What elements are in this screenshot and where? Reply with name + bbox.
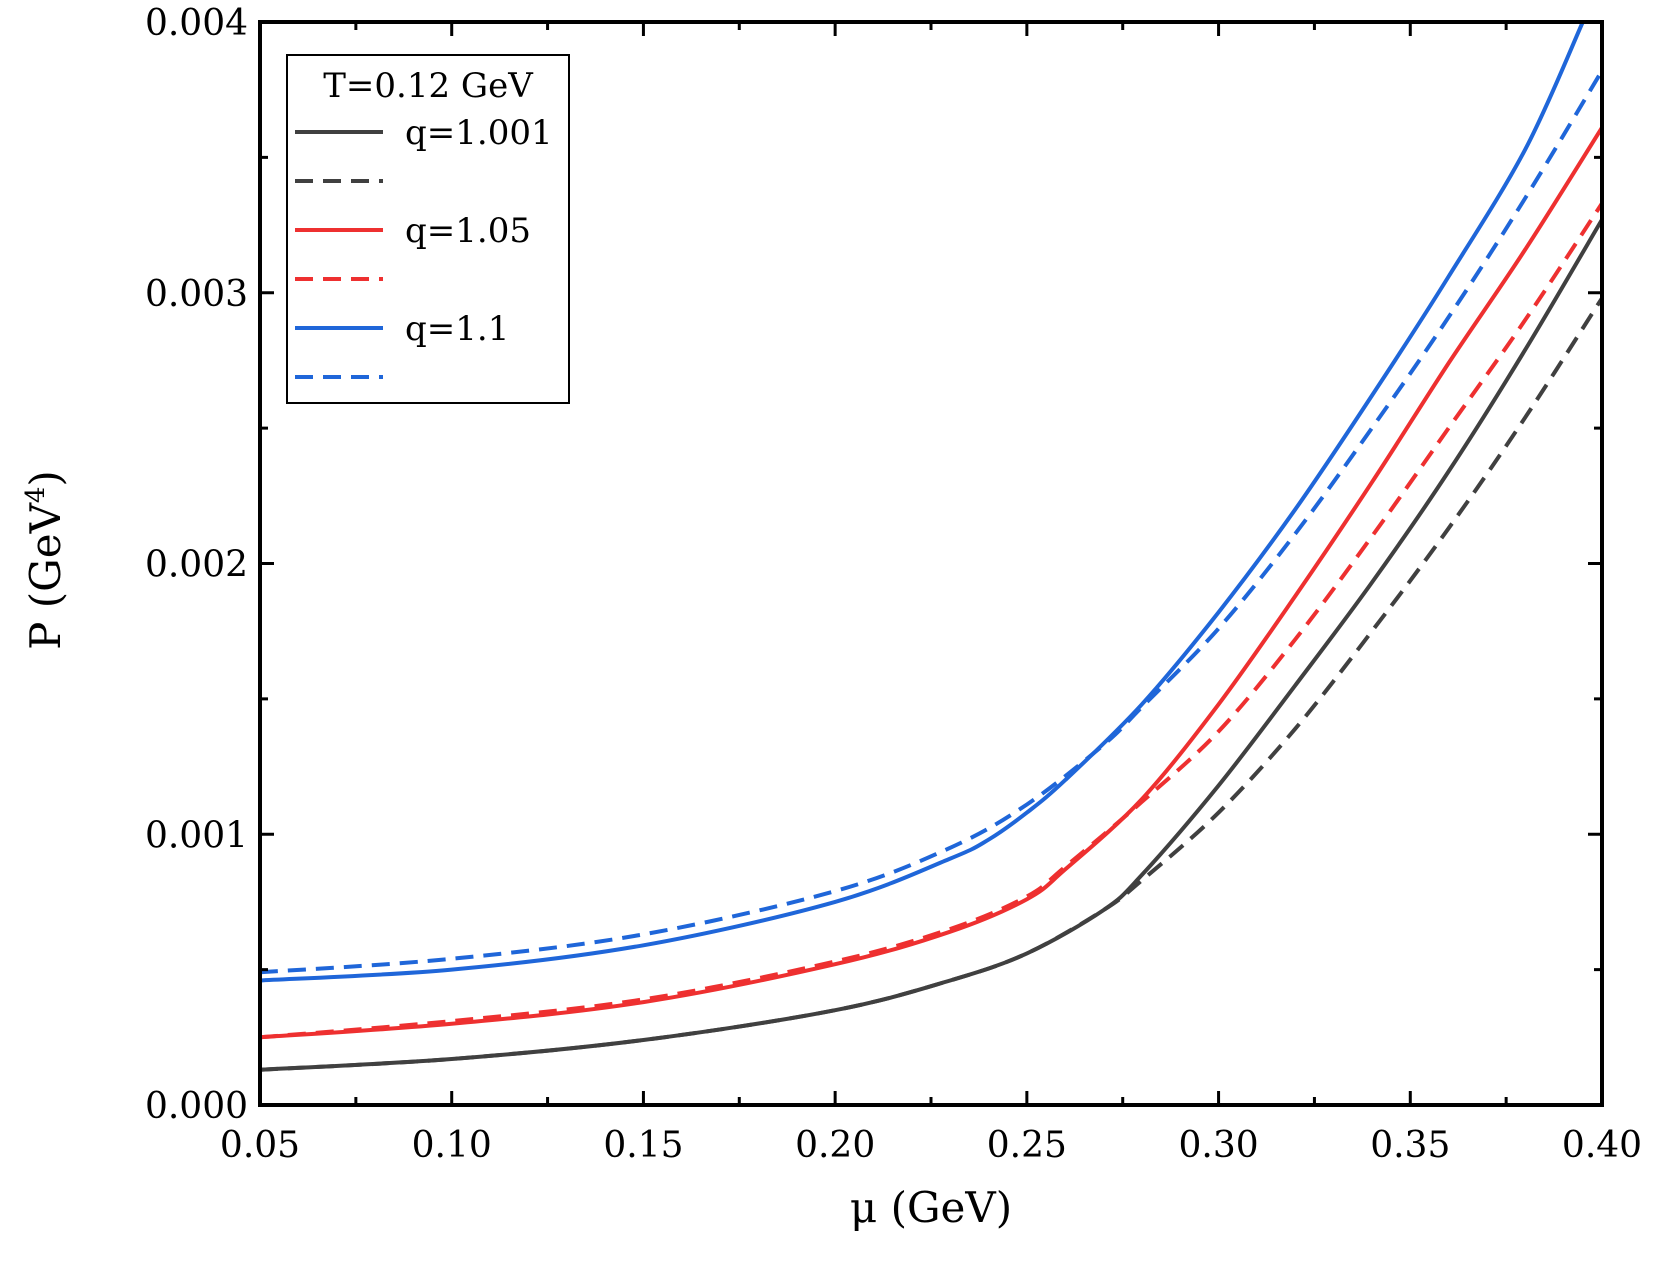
x-tick-label: 0.30 (1178, 1125, 1258, 1166)
legend-title: T=0.12 GeV (323, 66, 534, 106)
y-tick-label: 0.004 (145, 3, 248, 44)
x-axis-label: μ (GeV) (850, 1183, 1012, 1232)
legend-label-5: q=1.1 (405, 309, 509, 349)
y-tick-label: 0.001 (145, 815, 248, 856)
y-axis-label-sup: 4 (21, 487, 51, 504)
y-tick-label: 0.003 (145, 274, 248, 315)
series-line-6-dashed (260, 69, 1602, 975)
x-tick-label: 0.35 (1370, 1125, 1450, 1166)
legend-entries: q=1.001 q=1.05 q=1.1 (295, 113, 553, 379)
series-line-4-dashed (260, 202, 1602, 1040)
series-line-2-dashed (260, 297, 1602, 1072)
x-tick-label: 0.40 (1562, 1125, 1642, 1166)
y-tick-label: 0.002 (145, 545, 248, 586)
x-tick-label: 0.20 (795, 1125, 875, 1166)
legend: T=0.12 GeV q=1.001 q=1.05 q=1.1 (286, 54, 570, 404)
y-tick-label: 0.000 (145, 1086, 248, 1127)
y-axis-label-main: P (GeV (21, 502, 70, 649)
x-axis-label-text: μ (GeV) (850, 1183, 1012, 1232)
series-layer (260, 22, 1602, 1072)
svg-text:P (GeV4): P (GeV4) (21, 470, 70, 650)
series-line-5-solid (260, 22, 1585, 983)
x-tick-label: 0.25 (987, 1125, 1067, 1166)
legend-label-3: q=1.05 (405, 211, 531, 251)
legend-label-1: q=1.001 (405, 113, 553, 153)
tick-layer: 0.05 0.10 0.15 0.20 0.25 0.30 0.35 0.40 0.000 0.0… (145, 3, 1642, 1166)
x-tick-label: 0.10 (412, 1125, 492, 1166)
x-tick-label: 0.05 (220, 1125, 300, 1166)
y-axis-label-close: ) (21, 470, 70, 486)
x-tick-label: 0.15 (603, 1125, 683, 1166)
y-axis-label: P (GeV4) (21, 470, 70, 650)
